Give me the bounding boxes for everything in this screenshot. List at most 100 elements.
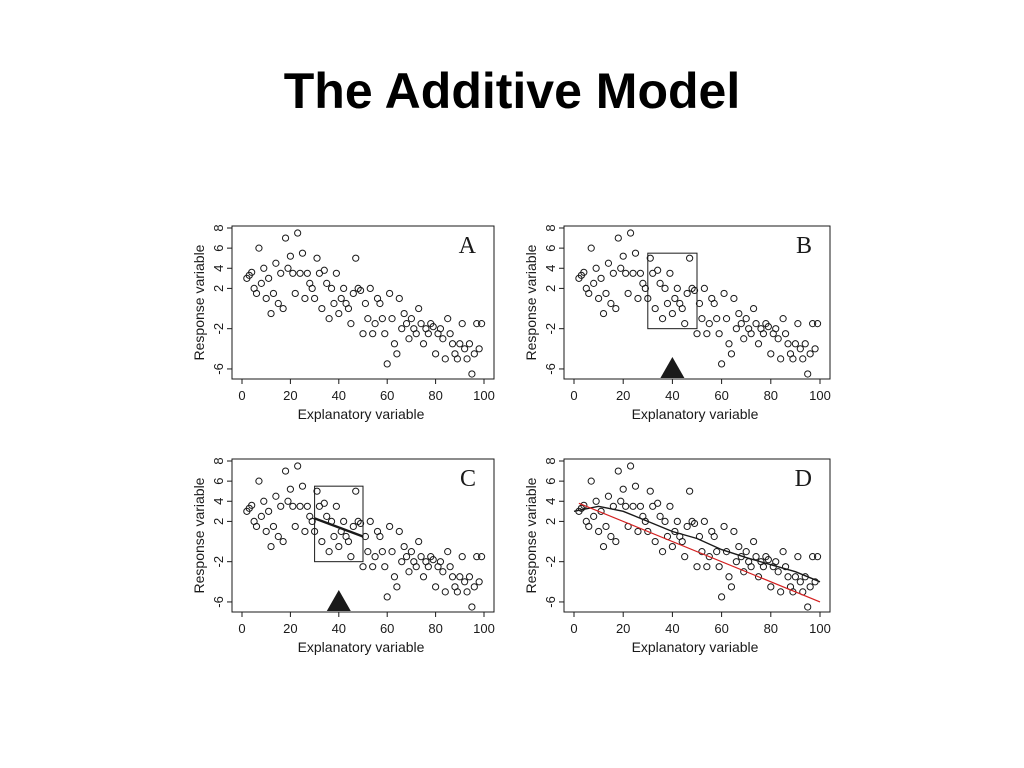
panel-letter: B — [796, 233, 812, 259]
data-point — [361, 299, 370, 308]
data-point — [337, 294, 345, 303]
data-point — [617, 264, 625, 272]
data-point — [349, 289, 357, 298]
x-tick-label: 20 — [283, 388, 297, 403]
data-point — [730, 294, 738, 303]
data-point — [604, 259, 613, 267]
data-point — [419, 340, 428, 348]
data-point — [344, 304, 353, 313]
data-point — [473, 320, 481, 328]
y-tick-label: 8 — [543, 457, 558, 464]
data-point — [636, 269, 645, 277]
x-tick-label: 100 — [809, 388, 831, 403]
data-point — [335, 542, 343, 551]
data-point — [609, 269, 617, 277]
data-point — [722, 315, 731, 323]
data-point — [453, 355, 461, 363]
data-point — [470, 350, 478, 358]
data-point — [710, 532, 718, 541]
data-point — [641, 284, 649, 293]
data-point — [693, 563, 701, 571]
data-point — [752, 553, 760, 561]
plot-frame — [563, 458, 831, 613]
data-point — [381, 563, 389, 571]
data-point — [286, 252, 294, 260]
data-point — [378, 315, 386, 323]
y-axis-label: Response variable — [191, 477, 207, 593]
data-point — [651, 537, 659, 546]
data-point — [257, 512, 265, 520]
data-point — [624, 289, 632, 298]
data-point — [777, 588, 785, 596]
data-point — [465, 340, 474, 348]
data-point — [759, 330, 768, 338]
x-tick-label: 20 — [283, 621, 297, 636]
data-point — [393, 350, 401, 358]
data-point — [725, 573, 733, 581]
y-tick-label: -6 — [543, 363, 558, 375]
data-point — [439, 335, 447, 343]
data-point — [255, 244, 263, 252]
y-tick-label: 8 — [211, 457, 226, 464]
data-point — [340, 517, 348, 526]
data-point — [619, 485, 627, 493]
data-point — [366, 284, 374, 293]
data-point — [429, 556, 437, 564]
y-tick-label: 4 — [543, 265, 558, 272]
data-point — [737, 320, 745, 328]
data-point — [318, 537, 326, 546]
data-point — [400, 542, 408, 551]
data-point — [277, 269, 285, 277]
data-point — [477, 320, 486, 328]
data-point — [272, 259, 280, 267]
data-point — [308, 517, 316, 526]
data-point — [673, 284, 681, 293]
data-point — [369, 330, 377, 338]
data-point — [388, 548, 396, 556]
x-tick-label: 80 — [764, 388, 778, 403]
data-point — [651, 304, 659, 313]
data-point — [754, 573, 763, 581]
data-point — [303, 502, 311, 510]
data-point — [364, 548, 372, 556]
data-point — [781, 563, 790, 571]
data-point — [298, 249, 307, 257]
data-point — [646, 487, 654, 495]
data-point — [417, 320, 425, 328]
data-point — [794, 553, 802, 561]
data-point — [308, 284, 316, 293]
data-point — [327, 284, 336, 293]
data-point — [644, 527, 652, 536]
data-point — [248, 501, 256, 509]
data-point — [636, 502, 645, 510]
data-point — [252, 522, 261, 531]
data-point — [320, 266, 328, 274]
data-point — [683, 289, 691, 298]
data-point — [718, 593, 726, 601]
data-point — [366, 517, 374, 526]
y-tick-label: 6 — [211, 245, 226, 252]
slide-title: The Additive Model — [283, 63, 741, 119]
data-point — [789, 355, 797, 363]
x-tick-label: 80 — [428, 621, 442, 636]
data-point — [301, 527, 309, 536]
x-axis-label: Explanatory variable — [632, 406, 759, 422]
y-tick-label: 8 — [211, 224, 226, 231]
data-point — [463, 355, 471, 363]
data-point — [690, 286, 699, 295]
data-point — [804, 370, 812, 378]
data-point — [686, 487, 694, 495]
data-point — [799, 355, 807, 363]
data-point — [727, 583, 736, 591]
data-point — [698, 315, 706, 323]
data-point — [441, 355, 449, 363]
data-point — [344, 537, 353, 546]
data-point — [284, 497, 292, 505]
data-point — [772, 325, 780, 333]
data-point — [796, 345, 804, 353]
data-point — [658, 315, 667, 323]
data-point — [296, 502, 304, 510]
linear-fit-line — [578, 502, 821, 603]
data-point — [291, 522, 299, 531]
data-point — [395, 294, 403, 303]
